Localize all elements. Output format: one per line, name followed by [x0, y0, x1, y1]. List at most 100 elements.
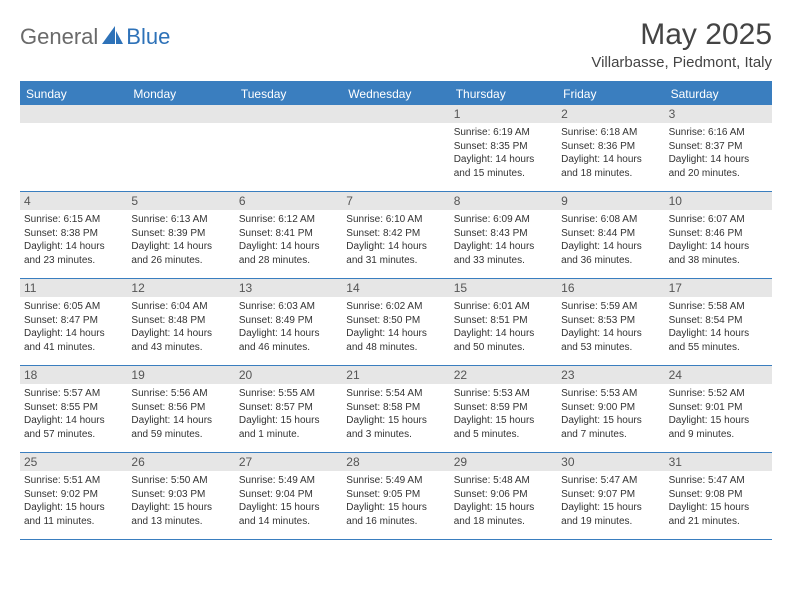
day-number: 21 [342, 366, 449, 384]
day-cell: 25Sunrise: 5:51 AMSunset: 9:02 PMDayligh… [20, 453, 127, 539]
day-ss: Sunset: 8:36 PM [561, 140, 660, 154]
day-number: 13 [235, 279, 342, 297]
day-sr: Sunrise: 6:12 AM [239, 213, 338, 227]
day-cell: 23Sunrise: 5:53 AMSunset: 9:00 PMDayligh… [557, 366, 664, 452]
day-number: 4 [20, 192, 127, 210]
day-number: 18 [20, 366, 127, 384]
day-number: 12 [127, 279, 234, 297]
day-d2: and 13 minutes. [131, 515, 230, 529]
day-cell [342, 105, 449, 191]
day-ss: Sunset: 8:39 PM [131, 227, 230, 241]
day-sr: Sunrise: 6:13 AM [131, 213, 230, 227]
day-number: 19 [127, 366, 234, 384]
day-sr: Sunrise: 6:02 AM [346, 300, 445, 314]
day-cell: 10Sunrise: 6:07 AMSunset: 8:46 PMDayligh… [665, 192, 772, 278]
day-number: 6 [235, 192, 342, 210]
day-cell: 15Sunrise: 6:01 AMSunset: 8:51 PMDayligh… [450, 279, 557, 365]
day-sr: Sunrise: 6:09 AM [454, 213, 553, 227]
logo-text-blue: Blue [126, 24, 170, 50]
day-d2: and 3 minutes. [346, 428, 445, 442]
day-cell: 19 Sunrise: 5:56 AMSunset: 8:56 PMDayligh… [127, 366, 234, 452]
day-d1: Daylight: 14 hours [239, 240, 338, 254]
day-ss: Sunset: 8:48 PM [131, 314, 230, 328]
day-d1: Daylight: 14 hours [669, 153, 768, 167]
day-d2: and 33 minutes. [454, 254, 553, 268]
day-cell: 27Sunrise: 5:49 AMSunset: 9:04 PMDayligh… [235, 453, 342, 539]
day-cell: 11Sunrise: 6:05 AMSunset: 8:47 PMDayligh… [20, 279, 127, 365]
day-number: 9 [557, 192, 664, 210]
day-d2: and 41 minutes. [24, 341, 123, 355]
day-d1: Daylight: 15 hours [239, 501, 338, 515]
day-sr: Sunrise: 5:59 AM [561, 300, 660, 314]
day-number: 8 [450, 192, 557, 210]
logo-text-general: General [20, 24, 98, 50]
day-ss: Sunset: 9:04 PM [239, 488, 338, 502]
logo-sail-icon [102, 26, 124, 49]
day-cell: 14Sunrise: 6:02 AMSunset: 8:50 PMDayligh… [342, 279, 449, 365]
day-d1: Daylight: 14 hours [239, 327, 338, 341]
day-cell: 4 Sunrise: 6:15 AMSunset: 8:38 PMDaylight… [20, 192, 127, 278]
day-ss: Sunset: 8:56 PM [131, 401, 230, 415]
day-sr: Sunrise: 5:56 AM [131, 387, 230, 401]
day-cell: 7Sunrise: 6:10 AMSunset: 8:42 PMDaylight… [342, 192, 449, 278]
day-number: 17 [665, 279, 772, 297]
day-number: 7 [342, 192, 449, 210]
day-ss: Sunset: 8:49 PM [239, 314, 338, 328]
day-ss: Sunset: 8:55 PM [24, 401, 123, 415]
day-number [20, 105, 127, 123]
day-sr: Sunrise: 6:08 AM [561, 213, 660, 227]
day-d2: and 36 minutes. [561, 254, 660, 268]
day-d1: Daylight: 14 hours [131, 414, 230, 428]
day-sr: Sunrise: 5:54 AM [346, 387, 445, 401]
day-d1: Daylight: 15 hours [24, 501, 123, 515]
day-d1: Daylight: 14 hours [346, 327, 445, 341]
day-d2: and 53 minutes. [561, 341, 660, 355]
day-d2: and 15 minutes. [454, 167, 553, 181]
day-d2: and 46 minutes. [239, 341, 338, 355]
day-d1: Daylight: 15 hours [239, 414, 338, 428]
day-number: 26 [127, 453, 234, 471]
day-d1: Daylight: 15 hours [454, 501, 553, 515]
day-number: 25 [20, 453, 127, 471]
day-cell: 6Sunrise: 6:12 AMSunset: 8:41 PMDaylight… [235, 192, 342, 278]
day-d2: and 48 minutes. [346, 341, 445, 355]
day-number: 29 [450, 453, 557, 471]
day-cell: 28Sunrise: 5:49 AMSunset: 9:05 PMDayligh… [342, 453, 449, 539]
day-sr: Sunrise: 5:52 AM [669, 387, 768, 401]
day-d1: Daylight: 15 hours [454, 414, 553, 428]
day-cell: 8Sunrise: 6:09 AMSunset: 8:43 PMDaylight… [450, 192, 557, 278]
day-cell: 3Sunrise: 6:16 AMSunset: 8:37 PMDaylight… [665, 105, 772, 191]
day-sr: Sunrise: 5:49 AM [346, 474, 445, 488]
day-number: 27 [235, 453, 342, 471]
day-d2: and 50 minutes. [454, 341, 553, 355]
calendar-page: General Blue May 2025 Villarbasse, Piedm… [0, 0, 792, 550]
day-d1: Daylight: 14 hours [24, 240, 123, 254]
day-cell [235, 105, 342, 191]
day-ss: Sunset: 9:07 PM [561, 488, 660, 502]
day-number: 20 [235, 366, 342, 384]
day-ss: Sunset: 8:38 PM [24, 227, 123, 241]
day-d2: and 23 minutes. [24, 254, 123, 268]
day-sr: Sunrise: 6:19 AM [454, 126, 553, 140]
day-d2: and 57 minutes. [24, 428, 123, 442]
day-cell: 22Sunrise: 5:53 AMSunset: 8:59 PMDayligh… [450, 366, 557, 452]
day-cell: 1Sunrise: 6:19 AMSunset: 8:35 PMDaylight… [450, 105, 557, 191]
day-ss: Sunset: 8:59 PM [454, 401, 553, 415]
day-d2: and 19 minutes. [561, 515, 660, 529]
day-d1: Daylight: 14 hours [561, 153, 660, 167]
day-d1: Daylight: 15 hours [346, 501, 445, 515]
day-d2: and 16 minutes. [346, 515, 445, 529]
day-d2: and 14 minutes. [239, 515, 338, 529]
day-sr: Sunrise: 6:15 AM [24, 213, 123, 227]
week-row: 11Sunrise: 6:05 AMSunset: 8:47 PMDayligh… [20, 279, 772, 366]
day-sr: Sunrise: 5:53 AM [561, 387, 660, 401]
day-ss: Sunset: 8:47 PM [24, 314, 123, 328]
day-ss: Sunset: 8:57 PM [239, 401, 338, 415]
day-number: 5 [127, 192, 234, 210]
weekday-header: Saturday [665, 83, 772, 105]
day-d1: Daylight: 14 hours [454, 327, 553, 341]
day-sr: Sunrise: 5:47 AM [561, 474, 660, 488]
title-block: May 2025 Villarbasse, Piedmont, Italy [591, 18, 772, 71]
day-number: 10 [665, 192, 772, 210]
weekday-header: Friday [557, 83, 664, 105]
